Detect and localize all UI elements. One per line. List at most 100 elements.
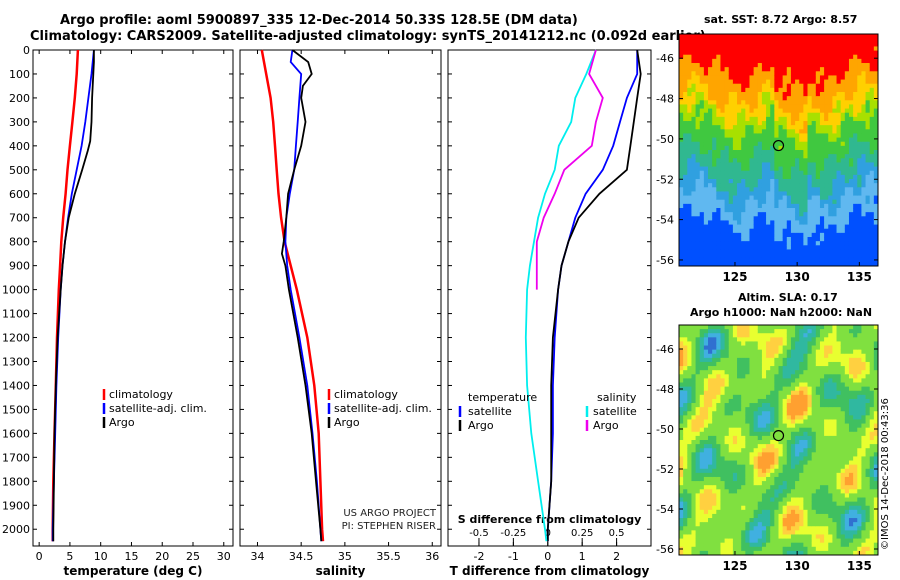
heatmap-cell	[732, 46, 738, 51]
heatmap-cell	[732, 133, 738, 138]
heatmap-cell	[712, 370, 717, 375]
heatmap-cell	[824, 407, 829, 412]
heatmap-cell	[745, 464, 750, 470]
heatmap-cell	[720, 208, 726, 213]
heatmap-cell	[753, 54, 759, 60]
heatmap-cell	[799, 440, 804, 445]
heatmap-cell	[782, 133, 788, 138]
heatmap-cell	[695, 245, 701, 250]
heatmap-cell	[857, 112, 862, 118]
heatmap-cell	[687, 493, 692, 498]
heatmap-cell	[770, 42, 775, 47]
heatmap-cell	[749, 526, 755, 531]
heatmap-cell	[778, 398, 784, 404]
heatmap-cell	[795, 415, 800, 420]
heatmap-cell	[761, 481, 767, 486]
heatmap-cell	[832, 150, 837, 155]
secondary-x-axis-label: S difference from climatology	[458, 513, 642, 526]
heatmap-cell	[732, 419, 738, 424]
heatmap-cell	[753, 333, 759, 338]
heatmap-cell	[857, 50, 862, 56]
heatmap-cell	[786, 38, 792, 43]
heatmap-cell	[757, 497, 763, 503]
heatmap-cell	[815, 216, 821, 221]
heatmap-cell	[828, 386, 833, 392]
heatmap-cell	[761, 325, 767, 330]
heatmap-cell	[745, 345, 750, 351]
heatmap-cell	[774, 166, 779, 172]
heatmap-cell	[857, 125, 862, 130]
heatmap-cell	[807, 509, 813, 515]
heatmap-cell	[757, 353, 763, 359]
heatmap-cell	[790, 220, 796, 225]
heatmap-cell	[778, 374, 784, 379]
heatmap-cell	[836, 100, 842, 105]
heatmap-cell	[712, 538, 717, 544]
heatmap-cell	[761, 460, 767, 466]
heatmap-cell	[683, 530, 688, 535]
heatmap-cell	[708, 485, 713, 490]
heatmap-cell	[753, 456, 759, 461]
heatmap-cell	[795, 129, 800, 134]
heatmap-cell	[815, 150, 821, 155]
heatmap-cell	[778, 112, 784, 118]
heatmap-cell	[741, 249, 746, 254]
heatmap-cell	[803, 386, 808, 392]
heatmap-cell	[861, 96, 866, 101]
heatmap-cell	[786, 203, 792, 209]
heatmap-cell	[803, 158, 808, 163]
heatmap-cell	[770, 440, 775, 445]
heatmap-cell	[795, 174, 800, 180]
heatmap-cell	[761, 150, 767, 155]
heatmap-cell	[745, 476, 750, 482]
heatmap-cell	[790, 241, 796, 246]
heatmap-cell	[824, 245, 829, 250]
heatmap-cell	[720, 505, 726, 511]
heatmap-cell	[737, 349, 742, 355]
heatmap-cell	[770, 423, 775, 429]
heatmap-cell	[745, 232, 750, 238]
heatmap-cell	[790, 174, 796, 180]
heatmap-cell	[799, 257, 804, 263]
heatmap-cell	[732, 245, 738, 250]
heatmap-cell	[695, 150, 701, 155]
y-tick-label: 400	[9, 140, 30, 153]
heatmap-cell	[712, 129, 717, 134]
heatmap-cell	[774, 464, 779, 470]
heatmap-cell	[716, 456, 721, 461]
heatmap-cell	[778, 333, 784, 338]
heatmap-cell	[790, 341, 796, 346]
heatmap-cell	[761, 67, 767, 72]
heatmap-cell	[749, 407, 755, 412]
heatmap-cell	[815, 108, 821, 114]
heatmap-cell	[786, 448, 792, 453]
heatmap-cell	[699, 46, 705, 51]
heatmap-cell	[766, 526, 771, 531]
heatmap-cell	[679, 92, 684, 97]
heatmap-cell	[732, 476, 738, 482]
heatmap-cell	[786, 224, 792, 230]
heatmap-cell	[766, 42, 771, 47]
heatmap-cell	[782, 415, 788, 420]
heatmap-cell	[695, 50, 701, 56]
heatmap-cell	[741, 431, 746, 437]
heatmap-cell	[679, 241, 684, 246]
heatmap-cell	[795, 394, 800, 400]
heatmap-cell	[761, 357, 767, 363]
heatmap-cell	[741, 92, 746, 97]
heatmap-cell	[708, 245, 713, 250]
heatmap-cell	[728, 472, 734, 478]
heatmap-cell	[819, 390, 825, 396]
heatmap-cell	[790, 440, 796, 445]
heatmap-cell	[865, 75, 871, 80]
heatmap-cell	[708, 174, 713, 180]
heatmap-cell	[770, 203, 775, 209]
heatmap-cell	[815, 92, 821, 97]
heatmap-cell	[708, 46, 713, 51]
heatmap-cell	[737, 187, 742, 192]
heatmap-cell	[803, 166, 808, 172]
heatmap-cell	[691, 382, 696, 388]
heatmap-cell	[803, 137, 808, 143]
heatmap-cell	[695, 398, 701, 404]
heatmap-cell	[732, 370, 738, 375]
